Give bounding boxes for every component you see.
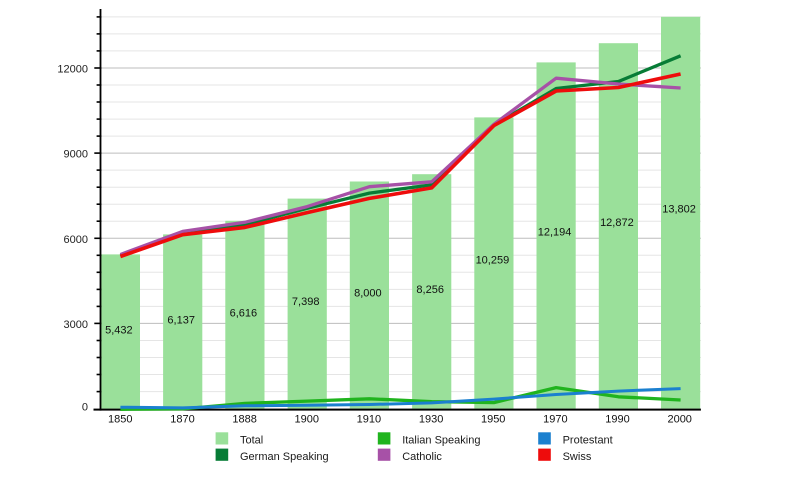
svg-text:Italian Speaking: Italian Speaking [402,435,480,447]
svg-text:1870: 1870 [170,413,194,425]
svg-text:3000: 3000 [64,319,88,331]
svg-text:Protestant: Protestant [563,435,613,447]
svg-text:1900: 1900 [295,413,319,425]
svg-text:6,616: 6,616 [230,308,258,320]
svg-text:1910: 1910 [357,413,381,425]
svg-text:6,137: 6,137 [167,315,195,327]
svg-text:1950: 1950 [481,413,505,425]
svg-text:6000: 6000 [64,234,88,246]
svg-text:12,194: 12,194 [538,227,572,239]
svg-text:0: 0 [82,402,88,414]
svg-text:12000: 12000 [57,64,88,76]
svg-text:13,802: 13,802 [662,203,696,215]
svg-text:Catholic: Catholic [402,451,442,463]
svg-text:9000: 9000 [64,149,88,161]
svg-text:Swiss: Swiss [563,451,592,463]
svg-text:1970: 1970 [543,413,567,425]
svg-text:12,872: 12,872 [600,217,634,229]
svg-text:1888: 1888 [232,413,256,425]
svg-text:1930: 1930 [419,413,443,425]
svg-text:1850: 1850 [108,413,132,425]
svg-text:5,432: 5,432 [105,325,133,337]
svg-text:1990: 1990 [605,413,629,425]
svg-text:German Speaking: German Speaking [240,451,329,463]
svg-text:10,259: 10,259 [476,255,510,267]
svg-text:Total: Total [240,435,263,447]
svg-text:2000: 2000 [667,413,691,425]
svg-text:8,000: 8,000 [354,288,382,300]
svg-text:8,256: 8,256 [416,284,444,296]
svg-text:7,398: 7,398 [292,296,320,308]
